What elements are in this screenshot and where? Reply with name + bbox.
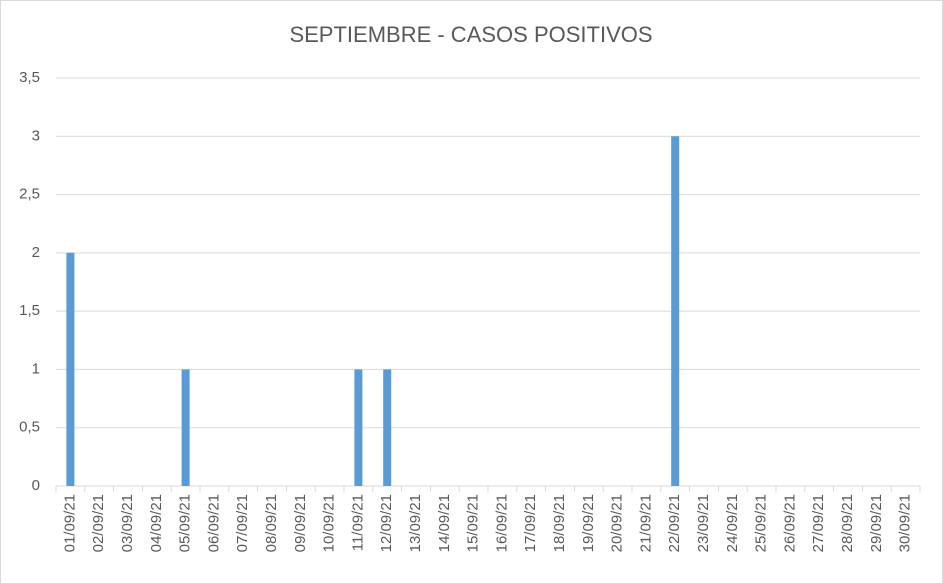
x-tick-label: 19/09/21 — [580, 494, 597, 552]
x-tick-label: 25/09/21 — [753, 494, 770, 552]
x-tick-label: 08/09/21 — [263, 494, 280, 552]
y-tick-label: 0,5 — [19, 419, 40, 436]
x-tick-label: 05/09/21 — [177, 494, 194, 552]
x-tick-label: 26/09/21 — [781, 494, 798, 552]
x-tick-label: 03/09/21 — [119, 494, 136, 552]
x-tick-label: 18/09/21 — [551, 494, 568, 552]
x-tick-label: 07/09/21 — [234, 494, 251, 552]
x-tick-label: 14/09/21 — [436, 494, 453, 552]
x-tick-label: 30/09/21 — [897, 494, 914, 552]
x-tick-label: 10/09/21 — [321, 494, 338, 552]
x-tick-label: 16/09/21 — [493, 494, 510, 552]
y-tick-label: 2 — [32, 244, 40, 261]
y-tick-label: 3,5 — [19, 69, 40, 86]
y-tick-label: 0 — [32, 477, 40, 494]
x-tick-label: 21/09/21 — [637, 494, 654, 552]
x-tick-label: 01/09/21 — [61, 494, 78, 552]
bar — [354, 369, 363, 486]
y-tick-label: 1,5 — [19, 302, 40, 319]
x-tick-label: 17/09/21 — [522, 494, 539, 552]
y-tick-label: 3 — [32, 127, 40, 144]
y-tick-label: 1 — [32, 360, 40, 377]
x-tick-label: 23/09/21 — [695, 494, 712, 552]
x-tick-label: 12/09/21 — [378, 494, 395, 552]
x-tick-label: 20/09/21 — [609, 494, 626, 552]
x-tick-label: 29/09/21 — [868, 494, 885, 552]
bar — [181, 369, 190, 486]
x-tick-label: 11/09/21 — [349, 494, 366, 551]
x-tick-label: 02/09/21 — [90, 494, 107, 552]
x-tick-label: 15/09/21 — [465, 494, 482, 552]
y-tick-label: 2,5 — [19, 186, 40, 203]
chart-title: SEPTIEMBRE - CASOS POSITIVOS — [289, 22, 652, 47]
x-tick-label: 28/09/21 — [839, 494, 856, 552]
x-tick-label: 27/09/21 — [810, 494, 827, 552]
x-tick-label: 04/09/21 — [148, 494, 165, 552]
bar — [383, 369, 392, 486]
x-tick-label: 22/09/21 — [666, 494, 683, 552]
x-tick-label: 06/09/21 — [205, 494, 222, 552]
bar — [671, 136, 680, 487]
x-tick-label: 09/09/21 — [292, 494, 309, 552]
x-tick-label: 13/09/21 — [407, 494, 424, 552]
x-tick-label: 24/09/21 — [724, 494, 741, 552]
bar — [66, 252, 75, 486]
